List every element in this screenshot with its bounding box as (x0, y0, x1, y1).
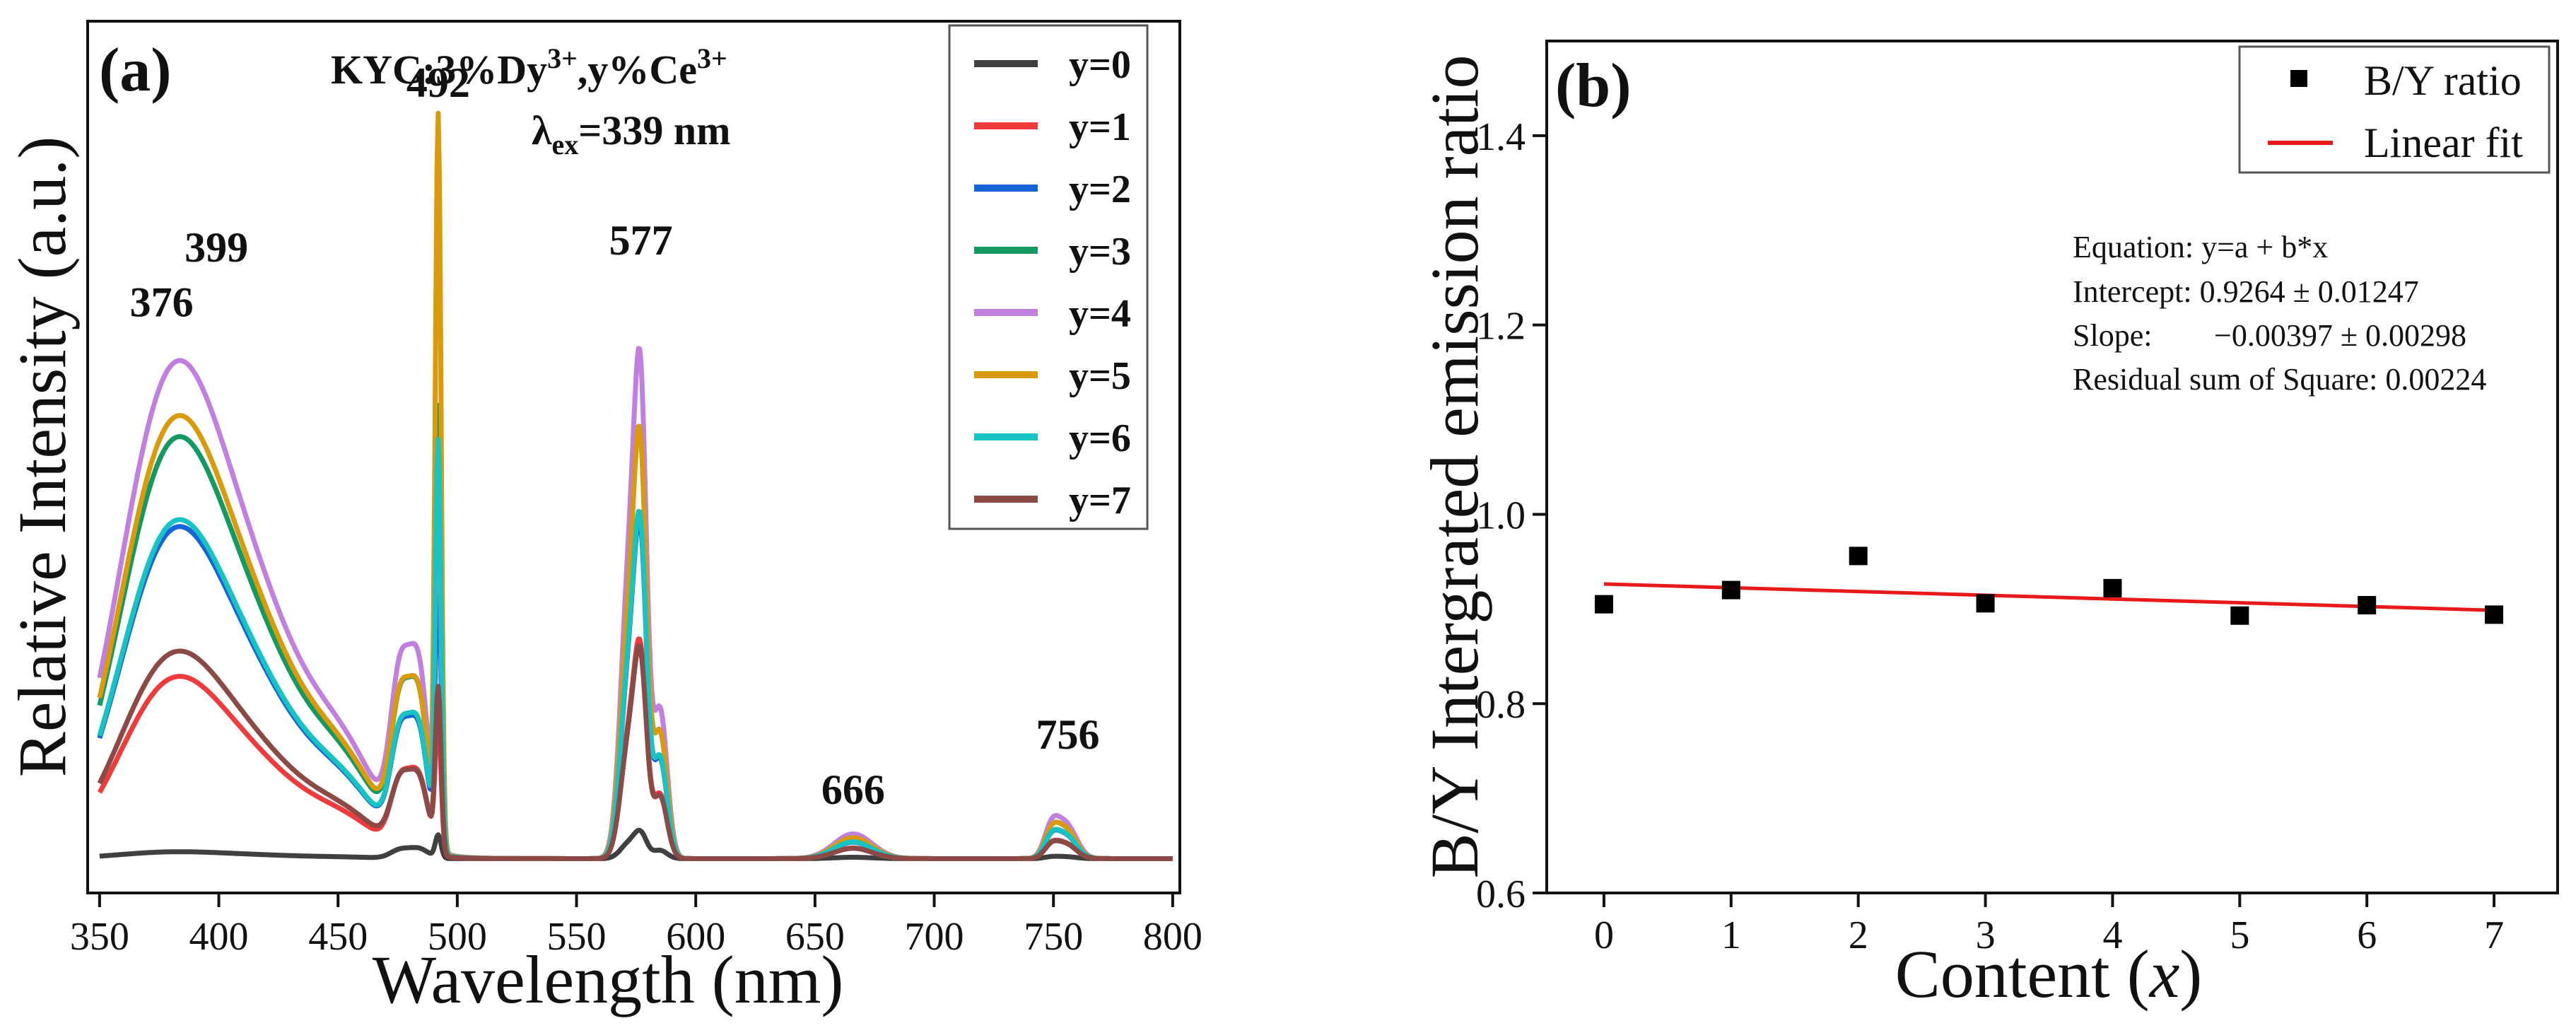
peak-label-756: 756 (1036, 711, 1099, 758)
data-point-marker (1849, 547, 1868, 566)
panel-a-label: (a) (99, 36, 172, 105)
panel-b-x-axis-label: Content (x) (1895, 936, 2203, 1012)
panel-b-x-tick-label: 5 (2230, 913, 2249, 957)
peak-label-577: 577 (609, 217, 673, 264)
legend-label-ratio: B/Y ratio (2364, 57, 2522, 104)
data-point-marker (1721, 580, 1740, 600)
panel-a-plot-frame (86, 20, 1181, 894)
panel-b-legend: B/Y ratio Linear fit (2238, 45, 2551, 174)
panel-b-legend-box (2238, 45, 2551, 174)
panel-b-fit-equation: Equation: y=a + b*x Intercept: 0.9264 ± … (2073, 230, 2486, 397)
panel-a-x-tick-label: 400 (189, 915, 249, 959)
panel-a-legend: y=0 y=1 y=2 y=3 y=4 y=5 y=6 y=7 (948, 24, 1149, 530)
panel-b-x-tick-label: 3 (1976, 913, 1996, 957)
panel-a-legend-box (948, 24, 1149, 530)
panel-a-x-axis-label: Wavelength (nm) (373, 942, 844, 1017)
legend-label-y-1: y=1 (1069, 105, 1131, 149)
spectrum-line-y-0 (98, 827, 1174, 861)
fit-intercept-text: Intercept: 0.9264 ± 0.01247 (2073, 274, 2419, 309)
data-point-marker (2103, 578, 2122, 597)
fit-equation-text: Equation: y=a + b*x (2073, 230, 2328, 264)
panel-b-ticks: 0 1 2 3 4 5 6 7 0.6 0.8 1.0 1.2 1.4 (1476, 115, 2504, 957)
data-point-marker (2358, 595, 2377, 614)
panel-a-emission-spectra: 350 400 450 500 550 600 650 700 750 800 376 399 492… (4, 20, 1202, 1017)
panel-a-x-tick-label: 700 (905, 915, 964, 959)
legend-label-y-2: y=2 (1069, 168, 1131, 211)
panel-a-x-tick-label: 750 (1024, 915, 1083, 959)
fit-slope-value: −0.00397 ± 0.00298 (2214, 318, 2466, 353)
panel-b-y-axis-label: B/Y Intergrated emission ratio (1417, 54, 1492, 878)
panel-b-y-tick-label: 1.4 (1476, 115, 1526, 159)
panel-b-data-points (1594, 547, 2504, 625)
panel-b-ratio-plot: 0 1 2 3 4 5 6 7 0.6 0.8 1.0 1.2 1.4 (b) B/Y ratio Li… (1417, 40, 2559, 1012)
peak-label-399: 399 (185, 224, 248, 271)
spectrum-line-y-7 (97, 643, 1174, 861)
legend-label-y-3: y=3 (1069, 230, 1131, 274)
panel-b-x-tick-label: 6 (2357, 913, 2377, 957)
panel-a-x-tick-label: 650 (785, 915, 845, 959)
peak-label-376: 376 (130, 279, 194, 325)
panel-a-x-tick-label: 550 (547, 915, 607, 959)
legend-marker-square-icon (2290, 70, 2307, 87)
data-point-marker (2485, 605, 2504, 624)
panel-b-linear-fit-line (1603, 582, 2495, 612)
peak-label-666: 666 (821, 766, 885, 813)
panel-a-excitation-label: λex=339 nm (532, 107, 730, 160)
data-point-marker (1976, 594, 1995, 613)
legend-label-fit: Linear fit (2364, 119, 2523, 166)
panel-b-label: (b) (1555, 52, 1632, 120)
panel-b-x-tick-label: 0 (1594, 913, 1614, 957)
panel-b-x-tick-label: 1 (1721, 913, 1741, 957)
panel-a-composition-title: KYC:3%Dy3+,y%Ce3+ (331, 42, 727, 93)
data-point-marker (2230, 606, 2249, 625)
data-point-marker (1594, 595, 1613, 614)
legend-label-y-5: y=5 (1069, 354, 1131, 398)
panel-a-x-tick-label: 600 (666, 915, 725, 959)
panel-b-plot-frame (1545, 40, 2559, 894)
panel-b-y-tick-label: 0.8 (1476, 683, 1526, 727)
panel-b-y-tick-label: 1.0 (1476, 493, 1526, 537)
panel-a-x-ticks: 350 400 450 500 550 600 650 700 750 800 (70, 893, 1202, 959)
legend-label-y-0: y=0 (1069, 43, 1131, 87)
panel-b-y-tick-label: 0.6 (1476, 872, 1526, 916)
legend-label-y-7: y=7 (1069, 479, 1131, 522)
panel-a-peak-labels: 376 399 492 577 666 756 (130, 59, 1100, 813)
panel-a-x-tick-label: 450 (308, 915, 368, 959)
legend-label-y-6: y=6 (1069, 416, 1131, 460)
panel-b-x-tick-label: 2 (1849, 913, 1868, 957)
spectrum-line-y-2 (97, 515, 1174, 861)
panel-a-x-tick-label: 800 (1143, 915, 1202, 959)
panel-b-x-tick-label: 7 (2484, 913, 2504, 957)
panel-a-x-tick-label: 350 (70, 915, 129, 959)
peak-label-492: 492 (406, 59, 470, 106)
panel-a-series-group (97, 110, 1174, 861)
panel-a-x-tick-label: 500 (428, 915, 487, 959)
legend-label-y-4: y=4 (1069, 292, 1131, 336)
fit-rss-text: Residual sum of Square: 0.00224 (2073, 362, 2486, 397)
panel-b-y-tick-label: 1.2 (1476, 305, 1526, 349)
fit-slope-label: Slope: (2073, 318, 2152, 353)
panel-b-x-tick-label: 4 (2102, 913, 2122, 957)
panel-a-y-axis-label: Relative Intensity (a.u.) (4, 136, 80, 777)
